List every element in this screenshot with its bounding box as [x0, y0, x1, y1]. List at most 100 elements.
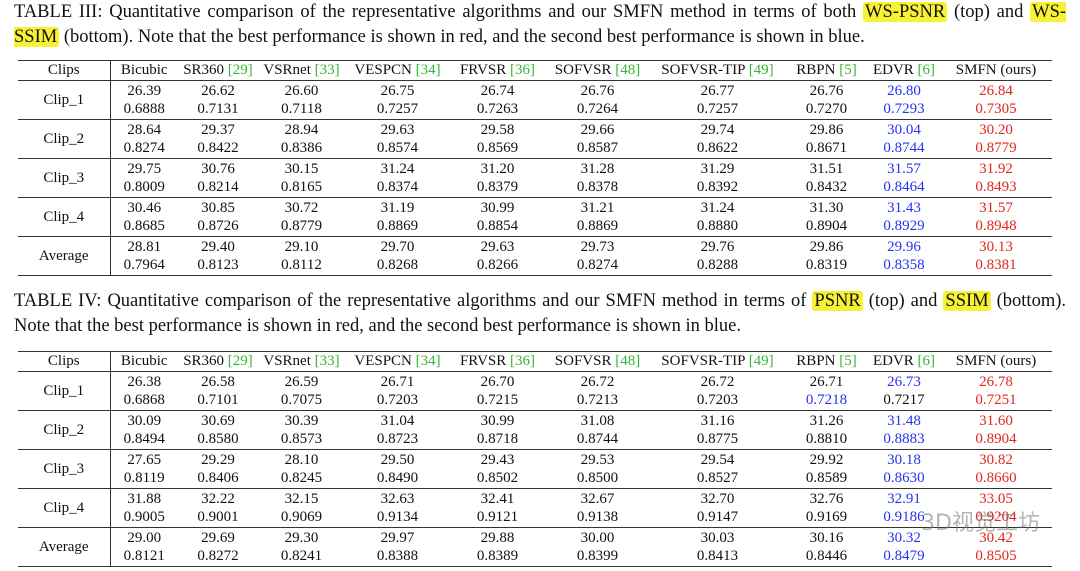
column-name: RBPN	[796, 353, 836, 369]
cell: 32.22 0.9001	[178, 488, 258, 528]
ssim-value: 0.8660	[975, 470, 1017, 486]
psnr-value: 26.74	[480, 83, 515, 99]
ssim-value: 0.7075	[280, 392, 323, 408]
column-name: RBPN	[796, 62, 836, 78]
ssim-value: 0.8589	[805, 470, 848, 486]
psnr-value: 29.97	[380, 530, 415, 546]
ssim-value: 0.8744	[576, 431, 619, 447]
column-header: VSRnet [33]	[258, 351, 345, 372]
ssim-value: 0.8569	[476, 140, 519, 156]
cell: 29.58 0.8569	[450, 119, 545, 159]
cell: 26.71 0.7218	[785, 371, 868, 411]
cell: 29.70 0.8268	[345, 236, 450, 276]
psnr-value: 28.81	[127, 239, 162, 255]
cell: 26.77 0.7257	[650, 80, 785, 120]
psnr-value: 29.40	[201, 239, 235, 255]
cell: 32.41 0.9121	[450, 488, 545, 528]
caption-text: (top) and	[953, 2, 1024, 22]
cell: 31.24 0.8374	[345, 158, 450, 198]
ssim-value: 0.7215	[476, 392, 519, 408]
ssim-value: 0.8245	[280, 470, 323, 486]
column-name: SR360	[183, 62, 225, 78]
psnr-value: 30.00	[580, 530, 615, 546]
psnr-value: 26.72	[580, 374, 615, 390]
cell: 30.09 0.8494	[110, 410, 178, 450]
cell: 32.76 0.9169	[785, 488, 868, 528]
ssim-value: 0.7213	[576, 392, 619, 408]
psnr-value: 26.76	[809, 83, 844, 99]
data-row: Clip_2 28.64 0.8274 29.37 0.8422 28.94 0.8386 2…	[18, 119, 1052, 159]
ssim-value: 0.7305	[975, 101, 1017, 117]
psnr-value: 29.75	[127, 161, 162, 177]
ssim-value: 0.8268	[376, 257, 419, 273]
column-name: Bicubic	[120, 62, 168, 78]
ssim-value: 0.9121	[476, 509, 519, 525]
psnr-value: 28.94	[284, 122, 319, 138]
psnr-value: 26.58	[201, 374, 235, 390]
column-header: Clips	[18, 351, 111, 372]
psnr-value: 26.80	[887, 83, 921, 99]
psnr-value: 31.08	[580, 413, 615, 429]
psnr-value: 29.69	[201, 530, 235, 546]
ssim-value: 0.8112	[281, 257, 322, 273]
data-row: Clip_1 26.38 0.6868 26.58 0.7101 26.59 0.7075 2…	[18, 371, 1052, 411]
column-header: SR360 [29]	[178, 60, 258, 81]
column-name: Clips	[47, 62, 80, 78]
psnr-value: 26.71	[809, 374, 844, 390]
psnr-value: 29.76	[700, 239, 735, 255]
ssim-value: 0.8446	[805, 548, 848, 564]
cell: 30.04 0.8744	[868, 119, 940, 159]
psnr-value: 26.72	[700, 374, 735, 390]
cell: 29.63 0.8574	[345, 119, 450, 159]
cell: 29.88 0.8389	[450, 527, 545, 567]
cell: 31.16 0.8775	[650, 410, 785, 450]
clip-name: Average	[38, 539, 89, 555]
ssim-value: 0.8505	[975, 548, 1017, 564]
column-header: SOFVSR [48]	[545, 60, 650, 81]
metric-highlight: PSNR	[812, 291, 863, 311]
psnr-value: 32.91	[887, 491, 921, 507]
cell: 26.59 0.7075	[258, 371, 345, 411]
ssim-value: 0.8119	[123, 470, 165, 486]
cell: 26.70 0.7215	[450, 371, 545, 411]
caption-label: TABLE III:	[14, 2, 103, 22]
column-name: SMFN (ours)	[955, 353, 1037, 369]
psnr-value: 31.92	[979, 161, 1013, 177]
ssim-value: 0.8500	[576, 470, 619, 486]
cell: 26.76 0.7264	[545, 80, 650, 120]
ssim-value: 0.8779	[975, 140, 1017, 156]
cell: 32.70 0.9147	[650, 488, 785, 528]
psnr-value: 31.21	[580, 200, 615, 216]
cell: 30.18 0.8630	[868, 449, 940, 489]
psnr-value: 29.66	[580, 122, 615, 138]
cell: 26.38 0.6868	[110, 371, 178, 411]
citation: [5]	[839, 353, 857, 369]
column-header: SMFN (ours)	[940, 60, 1052, 81]
cell: 26.73 0.7217	[868, 371, 940, 411]
results-table: Clips Bicubic SR360 [29] VSRnet [33] VESPCN …	[18, 60, 1052, 276]
ssim-value: 0.8493	[975, 179, 1017, 195]
ssim-value: 0.9147	[696, 509, 739, 525]
cell: 31.57 0.8948	[940, 197, 1052, 237]
psnr-value: 29.70	[380, 239, 415, 255]
ssim-value: 0.9005	[123, 509, 165, 525]
row-label: Clip_1	[18, 371, 111, 411]
clip-name: Clip_3	[43, 170, 85, 186]
citation: [33]	[314, 62, 340, 78]
ssim-value: 0.9138	[576, 509, 619, 525]
psnr-value: 32.63	[380, 491, 415, 507]
cell: 30.03 0.8413	[650, 527, 785, 567]
psnr-value: 29.43	[480, 452, 515, 468]
ssim-value: 0.8630	[883, 470, 925, 486]
ssim-value: 0.8527	[696, 470, 739, 486]
psnr-value: 30.03	[700, 530, 735, 546]
cell: 26.78 0.7251	[940, 371, 1052, 411]
header-row: Clips Bicubic SR360 [29] VSRnet [33] VESPCN …	[18, 351, 1052, 372]
cell: 29.74 0.8622	[650, 119, 785, 159]
ssim-value: 0.8723	[376, 431, 419, 447]
ssim-value: 0.8779	[280, 218, 323, 234]
ssim-value: 0.6888	[123, 101, 165, 117]
column-header: RBPN [5]	[785, 351, 868, 372]
column-name: Clips	[47, 353, 80, 369]
